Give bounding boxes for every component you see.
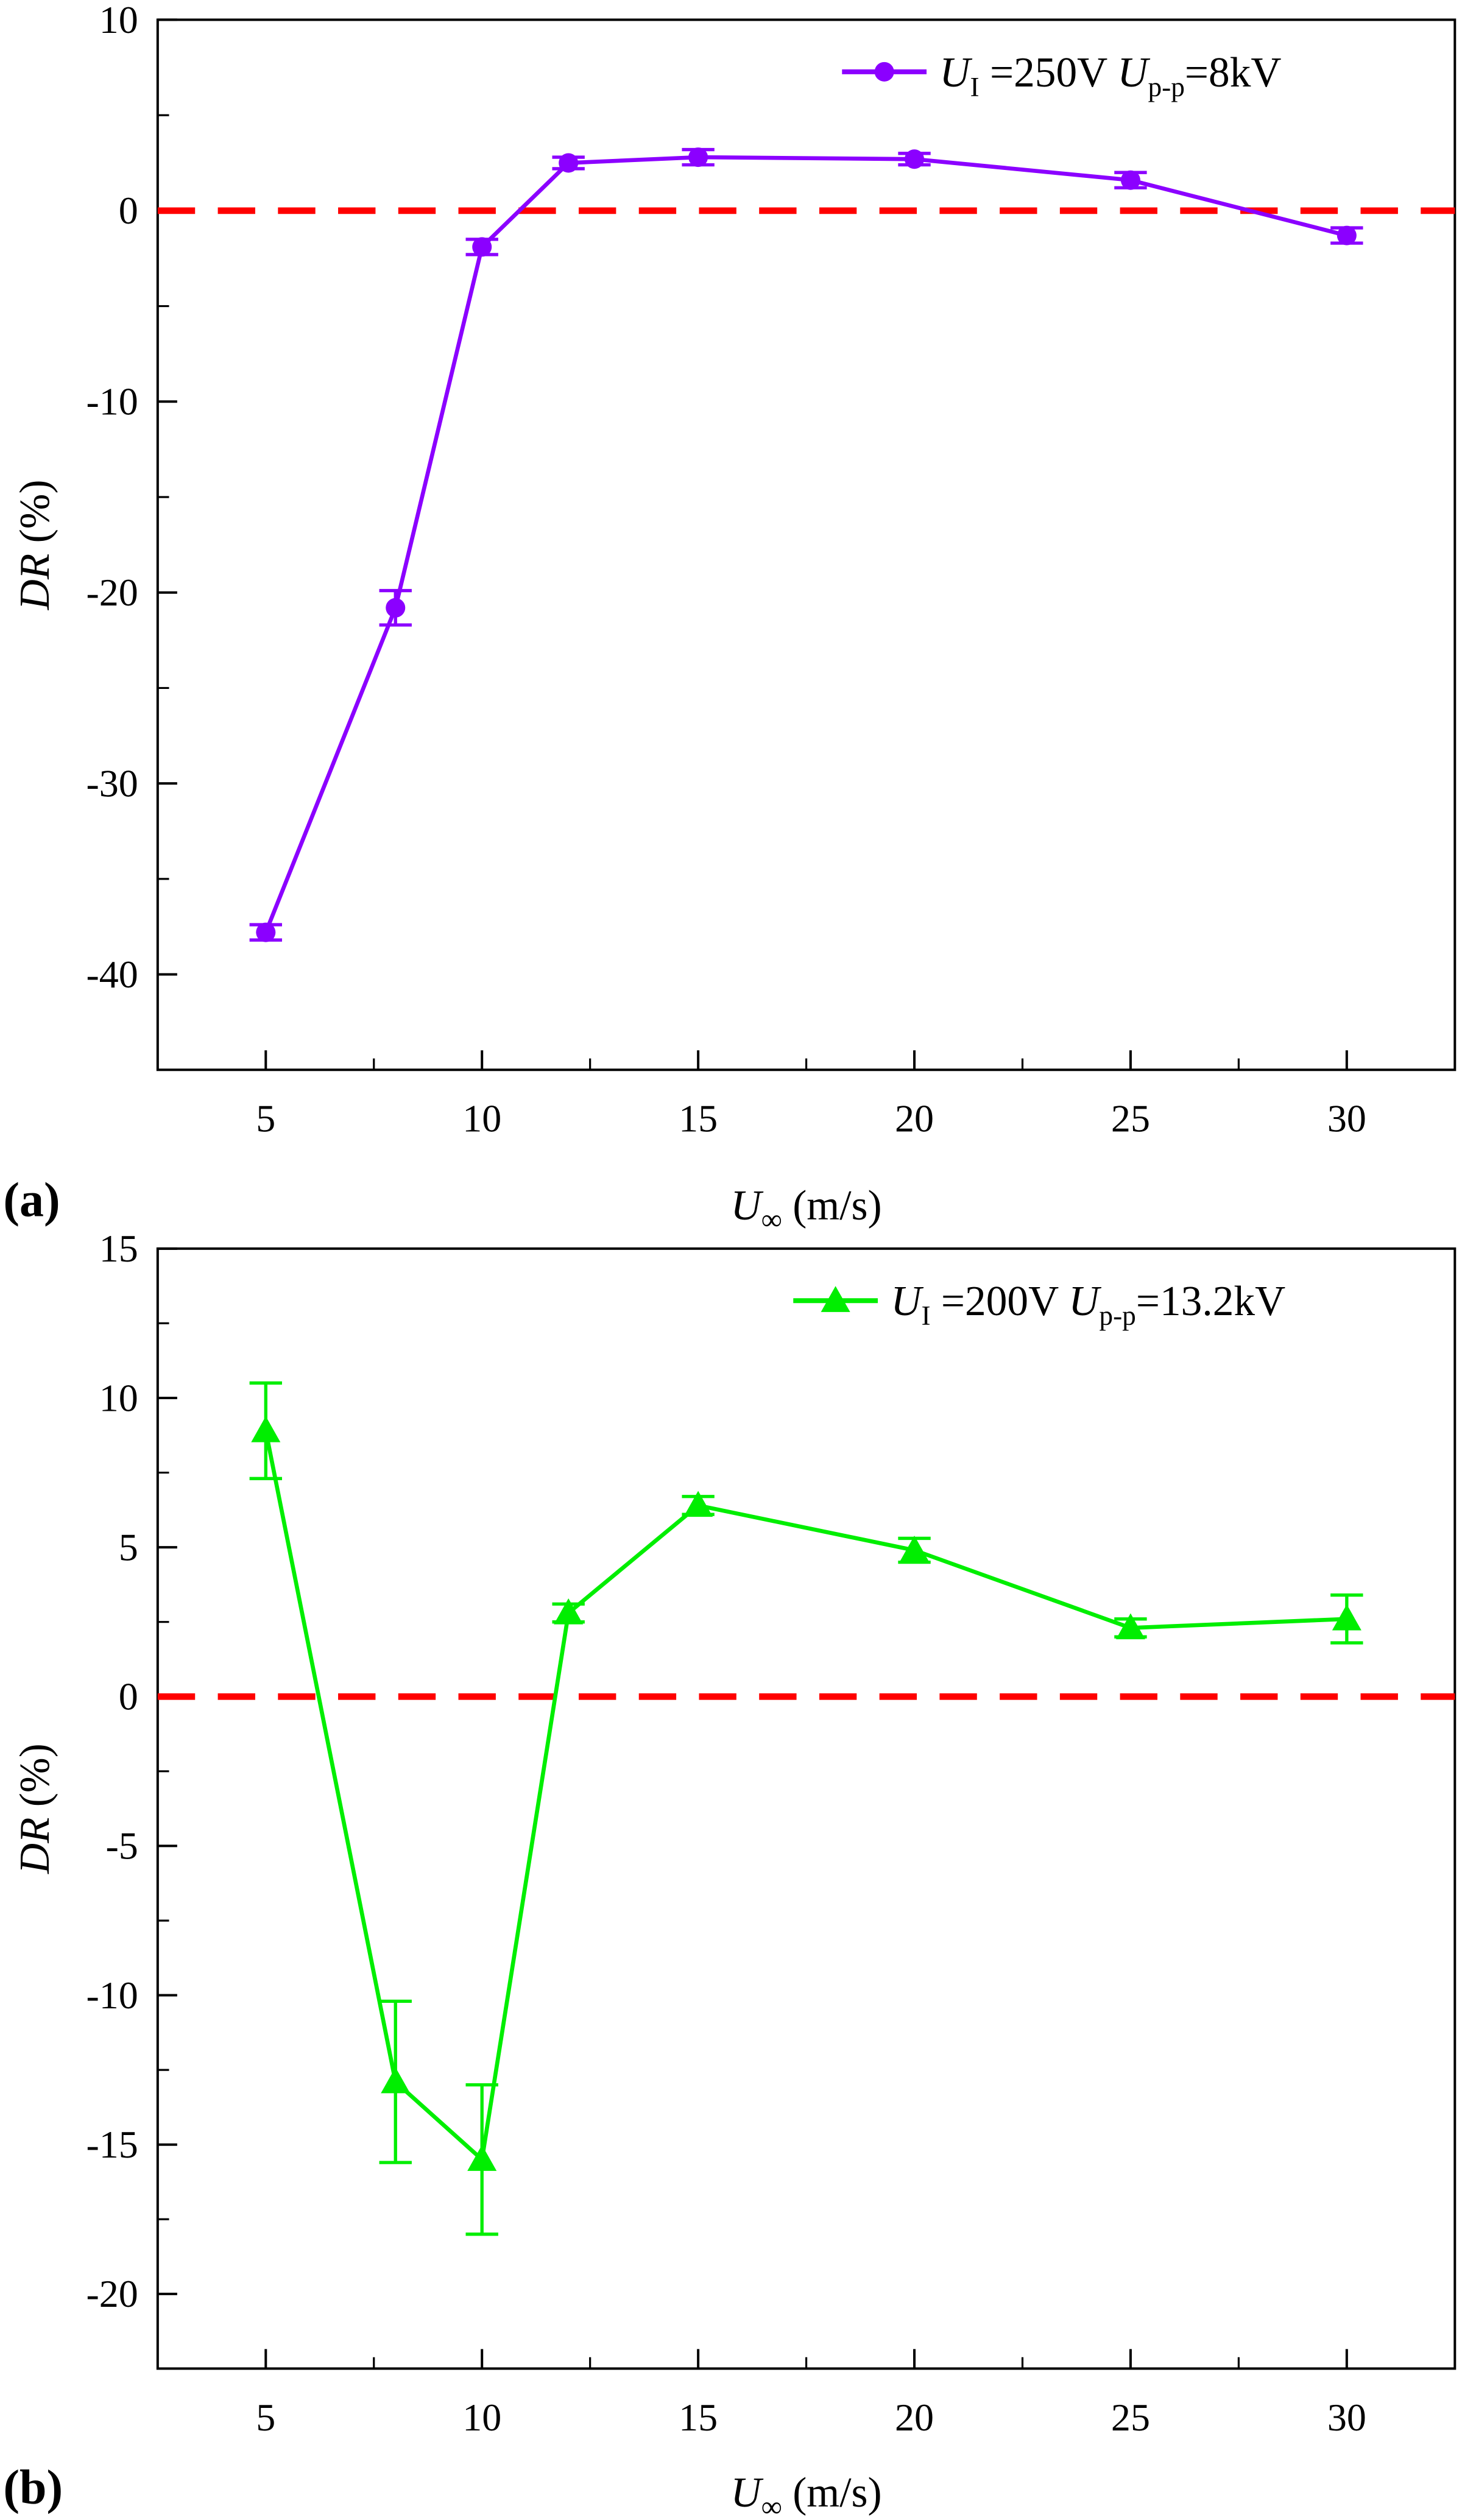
y-tick-label: -5 (105, 1824, 138, 1868)
data-point-triangle (554, 1598, 584, 1625)
data-point-triangle (1332, 1604, 1361, 1631)
x-label-unit: (m/s) (782, 2469, 882, 2516)
plot-frame (156, 1247, 1457, 2370)
data-point-circle (256, 922, 276, 942)
legend-upp-sub: p-p (1099, 1301, 1135, 1331)
legend-upp: U (1068, 1278, 1101, 1325)
data-point-circle (559, 153, 579, 173)
y-axis-label: DR (%) (12, 1743, 58, 1874)
legend-label: UI =200V Up-p=13.2kV (891, 1278, 1285, 1331)
x-tick-label: 25 (1111, 2396, 1150, 2439)
legend-upp-sub: p-p (1148, 72, 1184, 102)
data-point-triangle (251, 1416, 281, 1442)
x-axis-label: U∞ (m/s) (731, 1182, 882, 1236)
x-label-unit: (m/s) (782, 1182, 882, 1229)
panel-label: (a) (3, 1173, 60, 1227)
x-tick-label: 25 (1111, 1097, 1150, 1140)
x-tick-label: 10 (462, 1097, 501, 1140)
legend-marker-circle (874, 62, 894, 82)
legend-u1: U (891, 1278, 923, 1325)
y-label-symbol: DR (12, 554, 58, 610)
data-point-circle (1337, 225, 1357, 245)
x-tick-label: 30 (1327, 1097, 1366, 1140)
x-axis-label: U∞ (m/s) (731, 2469, 882, 2520)
legend-marker-triangle (821, 1286, 850, 1312)
y-tick-label: 0 (119, 1675, 138, 1718)
y-tick-label: -15 (86, 2123, 138, 2166)
data-point-circle (472, 237, 492, 257)
x-tick-label: 20 (895, 2396, 934, 2439)
data-point-triangle (900, 1535, 930, 1562)
y-label-unit: (%) (12, 1743, 58, 1817)
series-line (264, 155, 1347, 933)
x-label-subscript: ∞ (761, 1204, 782, 1236)
legend-u1: U (939, 49, 972, 96)
x-tick-label: 5 (256, 2396, 275, 2439)
legend-label: UI =250V Up-p=8kV (939, 49, 1281, 102)
x-tick-label: 20 (895, 1097, 934, 1140)
y-tick-label: 15 (99, 1227, 138, 1270)
series-line (264, 1430, 1347, 2164)
x-tick-label: 30 (1327, 2396, 1366, 2439)
data-point-triangle (467, 2145, 497, 2171)
plot-frame (156, 18, 1457, 1071)
legend-u1-value: =200V (931, 1278, 1069, 1325)
data-point-triangle (381, 2067, 411, 2094)
data-point-triangle (1115, 1613, 1145, 1640)
legend-upp-value: =13.2kV (1136, 1278, 1285, 1325)
x-tick-label: 15 (679, 1097, 718, 1140)
data-point-circle (386, 598, 406, 618)
data-point-circle (688, 147, 708, 168)
y-tick-label: -10 (86, 1974, 138, 2017)
y-tick-label: -10 (86, 380, 138, 423)
x-label-subscript: ∞ (761, 2491, 782, 2520)
x-tick-label: 10 (462, 2396, 501, 2439)
x-tick-label: 5 (256, 1097, 275, 1140)
y-tick-label: 10 (99, 0, 138, 41)
x-tick-label: 15 (679, 2396, 718, 2439)
x-label-symbol: U (731, 1182, 764, 1229)
y-label-unit: (%) (12, 479, 58, 553)
legend-upp-value: =8kV (1185, 49, 1282, 96)
data-point-circle (1120, 170, 1140, 190)
y-tick-label: -20 (86, 2272, 138, 2315)
y-tick-label: -30 (86, 761, 138, 805)
legend-u1-sub: I (921, 1301, 930, 1331)
panel-label: (b) (3, 2461, 63, 2515)
y-tick-label: 5 (119, 1525, 138, 1569)
data-point-triangle (683, 1491, 713, 1517)
legend-upp: U (1117, 49, 1150, 96)
y-label-symbol: DR (12, 1818, 58, 1874)
y-tick-label: 0 (119, 189, 138, 232)
y-tick-label: 10 (99, 1376, 138, 1419)
data-point-circle (905, 149, 925, 169)
y-tick-label: -40 (86, 953, 138, 996)
legend-u1-sub: I (970, 72, 980, 102)
x-label-symbol: U (731, 2469, 764, 2516)
legend-u1-value: =250V (980, 49, 1118, 96)
y-axis-label: DR (%) (12, 479, 58, 610)
y-tick-label: -20 (86, 571, 138, 614)
